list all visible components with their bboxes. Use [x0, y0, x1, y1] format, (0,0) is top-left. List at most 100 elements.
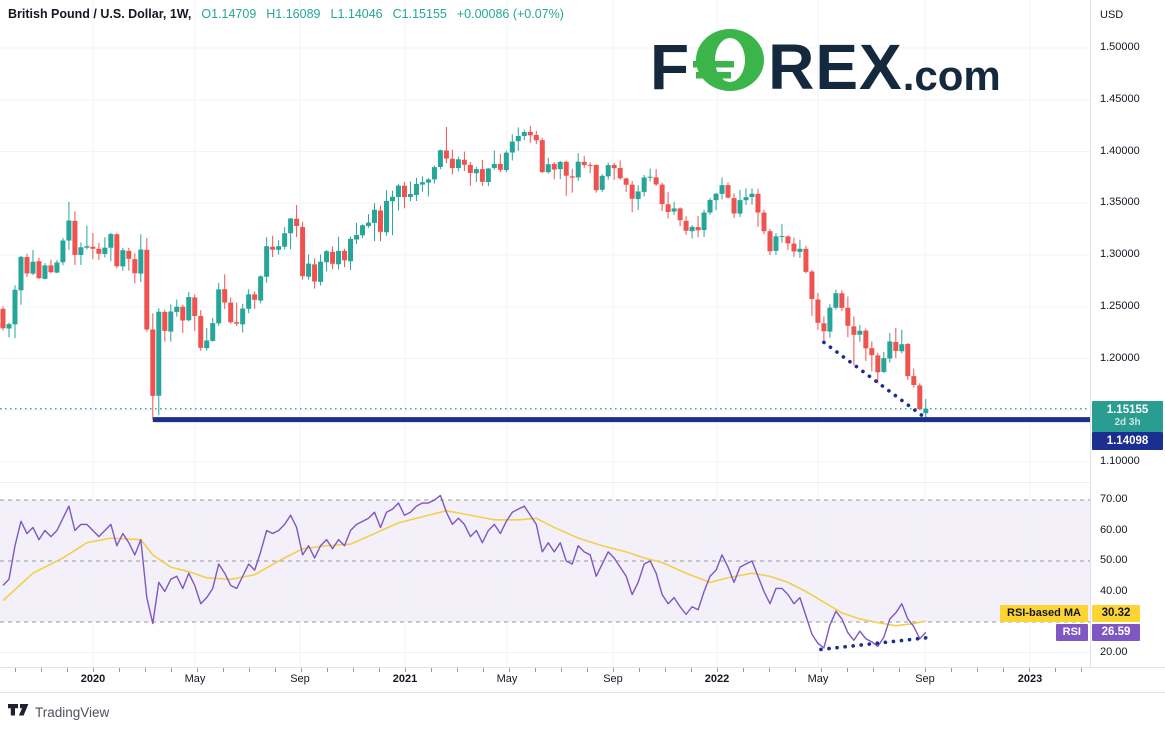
candle	[372, 209, 378, 223]
candle	[437, 150, 443, 168]
price-tick-label: 1.20000	[1100, 351, 1140, 364]
ohlc-close: C1.15155	[392, 7, 447, 21]
candle	[324, 251, 330, 263]
candle	[132, 259, 138, 274]
candle	[204, 340, 210, 349]
time-axis[interactable]: 2020 May Sep 2021 May Sep 2022 May Sep 2023	[0, 667, 1165, 693]
candle	[18, 256, 24, 291]
time-tick-label: 2020	[80, 673, 106, 685]
time-minor-tick	[587, 668, 588, 672]
candle	[461, 159, 467, 165]
time-minor-tick	[353, 668, 354, 672]
candle	[114, 234, 120, 267]
time-minor-tick	[665, 668, 666, 672]
candle	[467, 164, 473, 173]
candle	[48, 265, 54, 273]
candle	[761, 212, 767, 232]
candle	[767, 231, 773, 252]
candle	[491, 163, 497, 169]
candle	[515, 135, 521, 142]
rsi-tick-label: 20.00	[1100, 645, 1128, 658]
pane-separator[interactable]	[0, 482, 1165, 483]
time-minor-tick	[379, 668, 380, 672]
candle	[569, 176, 575, 178]
candle	[695, 227, 701, 231]
candle	[647, 176, 653, 178]
candle	[252, 294, 258, 300]
candle	[773, 236, 779, 251]
time-minor-tick	[249, 668, 250, 672]
price-tick-label: 1.35000	[1100, 196, 1140, 209]
candle	[138, 249, 144, 274]
candle	[623, 178, 629, 185]
price-axis[interactable]: USD 1.50000 1.45000 1.40000 1.35000 1.30000 1…	[1090, 0, 1165, 692]
tradingview-watermark-text: TradingView	[35, 704, 110, 720]
candle	[833, 293, 839, 308]
time-minor-tick	[951, 668, 952, 672]
candle	[198, 316, 204, 348]
candle	[455, 159, 461, 169]
time-tick-label: Sep	[290, 673, 310, 685]
candle	[725, 185, 731, 198]
candle	[168, 311, 174, 332]
candle	[180, 306, 186, 321]
chart-plot-area[interactable]	[0, 0, 1090, 692]
candle	[66, 220, 72, 241]
candle	[713, 193, 719, 201]
time-minor-tick	[847, 668, 848, 672]
candle	[395, 185, 401, 198]
time-tick-label: May	[496, 673, 518, 685]
candle	[917, 385, 923, 410]
price-tick-label: 1.25000	[1100, 299, 1140, 312]
candle	[851, 326, 857, 335]
candle	[539, 140, 545, 173]
time-tick-label: Sep	[603, 673, 623, 685]
candle	[503, 152, 509, 171]
candle	[815, 299, 821, 323]
candle	[216, 289, 222, 324]
candle	[821, 323, 827, 332]
candle	[270, 246, 276, 250]
rsi-value-badge: 26.59	[1092, 624, 1140, 641]
support-level-badge: 1.14098	[1092, 432, 1163, 450]
tradingview-watermark[interactable]: TradingView	[8, 701, 109, 723]
time-minor-tick	[431, 668, 432, 672]
time-minor-tick	[41, 668, 42, 672]
candle	[360, 225, 366, 236]
candle	[234, 322, 240, 324]
candle	[707, 199, 713, 213]
candle	[659, 184, 665, 205]
time-minor-tick	[535, 668, 536, 672]
candle	[557, 161, 563, 170]
candle	[102, 247, 108, 254]
candle	[12, 289, 18, 325]
rsi-dotted-trendline[interactable]	[819, 636, 928, 652]
time-tick-label: May	[807, 673, 829, 685]
time-minor-tick	[1029, 668, 1030, 672]
candle	[791, 243, 797, 252]
candle	[545, 164, 551, 173]
candle	[0, 308, 6, 329]
candle	[90, 246, 96, 249]
candle	[264, 246, 270, 277]
ohlc-low: L1.14046	[330, 7, 383, 21]
chart-legend: British Pound / U.S. Dollar, 1W, O1.1470…	[8, 7, 564, 21]
last-price-value: 1.15155	[1106, 404, 1149, 416]
candle	[174, 306, 180, 312]
time-minor-tick	[925, 668, 926, 672]
candle	[72, 220, 78, 255]
candle	[497, 163, 503, 170]
candle	[377, 210, 383, 232]
time-minor-tick	[691, 668, 692, 672]
candle	[599, 175, 605, 190]
candle	[551, 163, 557, 170]
symbol-title[interactable]: British Pound / U.S. Dollar, 1W,	[8, 7, 192, 21]
candle	[653, 177, 659, 185]
candle	[366, 222, 372, 227]
candle	[755, 193, 761, 213]
price-tick-label: 1.30000	[1100, 248, 1140, 260]
time-minor-tick	[639, 668, 640, 672]
rsi-ma-value-badge: 30.32	[1092, 605, 1140, 622]
candle	[521, 132, 527, 136]
